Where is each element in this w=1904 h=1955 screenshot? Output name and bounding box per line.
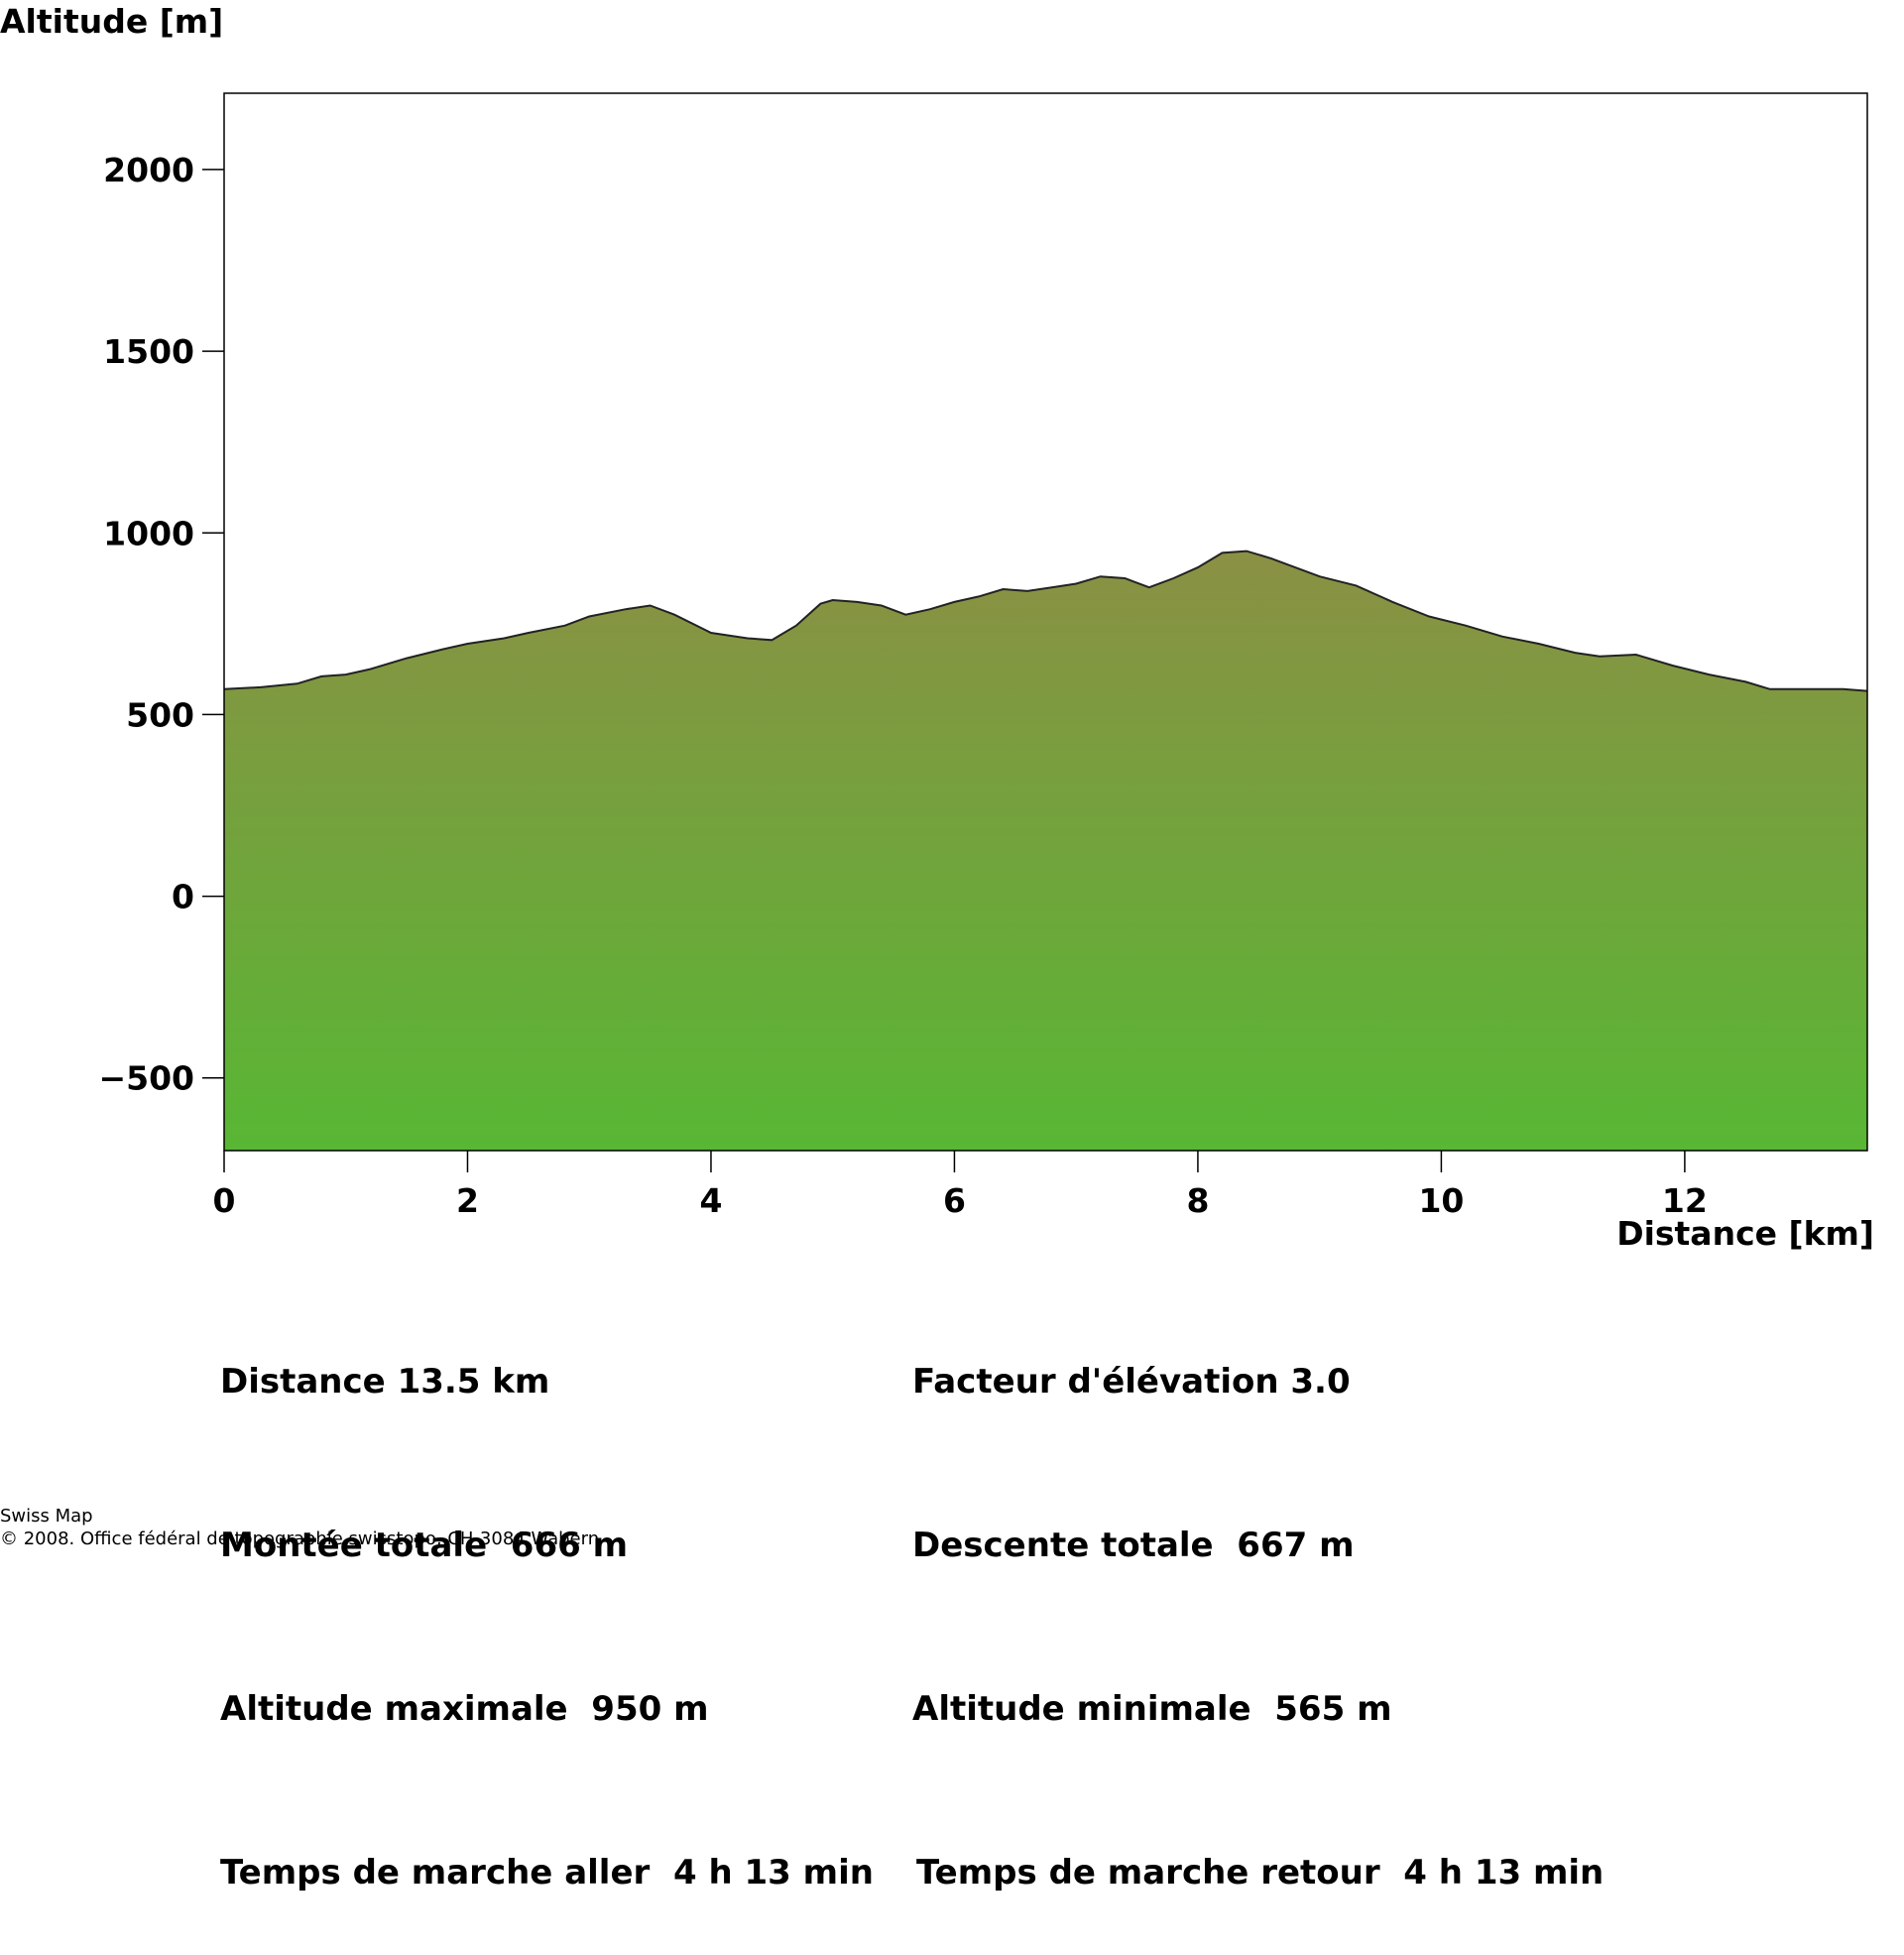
stat-distance: Distance 13.5 km	[220, 1362, 550, 1402]
y-axis-ticks: −500 0 500 1000 1500 2000	[98, 151, 224, 1098]
elevation-area	[224, 550, 1867, 1151]
elevation-profile-chart: −500 0 500 1000 1500 2000 0 2 4 6 8 10 12	[98, 92, 1868, 1220]
stat-elevation-factor: Facteur d'élévation 3.0	[912, 1362, 1351, 1402]
x-tick-label: 8	[1186, 1181, 1209, 1220]
x-tick-label: 12	[1662, 1181, 1708, 1220]
y-tick-label: −500	[98, 1059, 194, 1098]
y-tick-label: 500	[126, 695, 194, 734]
stats-left-column: Distance 13.5 km Montée totale 666 m Alt…	[220, 1246, 874, 1955]
x-tick-label: 6	[943, 1181, 966, 1220]
stat-total-ascent: Montée totale 666 m	[220, 1526, 629, 1565]
stats-right-column: Facteur d'élévation 3.0 Descente totale …	[912, 1246, 1604, 1955]
stat-total-descent: Descente totale 667 m	[912, 1526, 1355, 1565]
y-tick-label: 1500	[103, 332, 194, 371]
x-tick-label: 2	[456, 1181, 479, 1220]
x-tick-label: 10	[1418, 1181, 1464, 1220]
y-tick-label: 2000	[103, 151, 194, 189]
y-tick-label: 0	[172, 878, 194, 916]
x-axis-title: Distance [km]	[1616, 1214, 1874, 1253]
stat-walk-time-out: Temps de marche aller 4 h 13 min	[220, 1853, 874, 1893]
footer-copyright: © 2008. Office fédéral de topographie sw…	[0, 1528, 600, 1549]
stat-min-altitude: Altitude minimale 565 m	[912, 1689, 1392, 1729]
plot-frame	[223, 92, 1868, 1152]
y-tick-label: 1000	[103, 514, 194, 552]
x-tick-label: 4	[699, 1181, 722, 1220]
elevation-line	[223, 550, 1868, 692]
x-tick-label: 0	[213, 1181, 236, 1220]
copyright-footer: Swiss Map © 2008. Office fédéral de topo…	[0, 1505, 599, 1550]
footer-brand: Swiss Map	[0, 1506, 93, 1527]
stat-max-altitude: Altitude maximale 950 m	[220, 1689, 709, 1729]
y-axis-title: Altitude [m]	[0, 2, 224, 41]
stat-walk-time-return: Temps de marche retour 4 h 13 min	[916, 1853, 1605, 1893]
x-axis-ticks: 0 2 4 6 8 10 12	[213, 1151, 1708, 1220]
